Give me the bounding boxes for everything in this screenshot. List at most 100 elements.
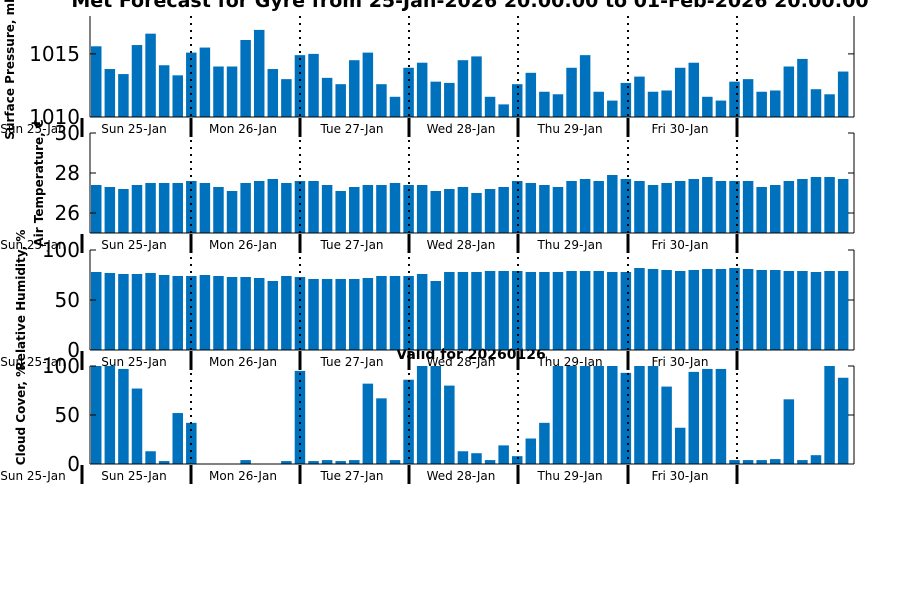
bar — [607, 272, 618, 350]
bar — [376, 84, 387, 117]
x-tick-label: Sun 25-Jan — [0, 122, 65, 136]
bar — [634, 268, 645, 350]
panel-subtitle: Valid for 20260126 — [396, 347, 545, 363]
bar — [91, 185, 102, 233]
x-tick-label: Sun 25-Jan — [101, 238, 166, 252]
bar — [118, 274, 129, 350]
bar — [729, 268, 740, 350]
bar — [362, 185, 374, 233]
bar — [566, 67, 577, 117]
bar — [213, 276, 224, 350]
y-tick-label: 100 — [42, 238, 80, 262]
bar — [498, 445, 509, 464]
bar — [104, 273, 116, 350]
bar — [376, 398, 387, 464]
bar — [702, 269, 713, 350]
bar — [837, 179, 849, 233]
bar — [484, 460, 496, 464]
bar — [199, 275, 211, 350]
bar — [797, 179, 808, 233]
bar — [335, 84, 346, 117]
bar — [416, 185, 428, 233]
bar — [403, 185, 414, 233]
x-tick-label: Tue 27-Jan — [319, 469, 383, 483]
x-tick-label: Wed 28-Jan — [427, 469, 496, 483]
bar — [444, 82, 455, 117]
x-tick-label: Thu 29-Jan — [536, 238, 602, 252]
bar — [674, 67, 686, 117]
bar — [267, 69, 279, 117]
bar — [267, 281, 279, 350]
bar — [620, 179, 632, 233]
bar — [186, 181, 197, 233]
bar — [335, 461, 346, 464]
bar — [253, 181, 265, 233]
bar — [186, 52, 197, 117]
bar — [240, 460, 251, 464]
x-tick-label: Tue 27-Jan — [319, 355, 383, 369]
bar — [104, 366, 116, 464]
bar — [321, 77, 333, 117]
bar — [444, 189, 455, 233]
bar — [511, 181, 523, 233]
x-tick-label: Mon 26-Jan — [209, 469, 277, 483]
bar — [647, 185, 659, 233]
bar — [525, 72, 537, 117]
y-axis-label: Air Temperature, C — [32, 119, 46, 247]
y-tick-label: 1015 — [29, 42, 80, 66]
y-tick-label: 26 — [55, 201, 80, 225]
bar — [416, 366, 428, 464]
y-tick-label: 50 — [55, 403, 80, 427]
bar — [471, 272, 482, 350]
bar — [552, 187, 564, 233]
bar — [226, 277, 238, 350]
bar — [552, 94, 564, 117]
bar — [674, 181, 686, 233]
x-tick-label: Sun 25-Jan — [101, 355, 166, 369]
bar — [376, 276, 387, 350]
bar — [240, 277, 251, 350]
bar — [158, 183, 170, 233]
bar — [294, 181, 306, 233]
bar — [281, 461, 292, 464]
bar — [253, 29, 265, 117]
x-tick-label: Mon 26-Jan — [209, 122, 277, 136]
bar — [783, 66, 795, 117]
bar — [158, 65, 170, 117]
bar — [634, 181, 645, 233]
bar — [607, 366, 618, 464]
bar — [647, 366, 659, 464]
bar — [824, 366, 835, 464]
bar — [172, 183, 183, 233]
bar — [742, 269, 754, 350]
bar — [91, 46, 102, 117]
bar — [770, 185, 781, 233]
bar — [172, 276, 183, 350]
chart-panel-1: 1010 1015 Sun 25-Jan Sun 25-Jan Mon 26-Jan Tu… — [0, 0, 855, 140]
bar — [810, 455, 822, 464]
bar — [158, 275, 170, 350]
bar — [498, 187, 509, 233]
bar — [566, 271, 577, 350]
bar — [349, 460, 360, 464]
bar — [837, 377, 849, 464]
bar — [308, 461, 319, 464]
bar — [199, 183, 211, 233]
bar — [593, 366, 604, 464]
x-tick-label: Mon 26-Jan — [209, 355, 277, 369]
x-tick-label: Sun 25-Jan — [101, 469, 166, 483]
bar — [783, 399, 795, 464]
bar — [444, 272, 455, 350]
x-tick-label: Tue 27-Jan — [319, 238, 383, 252]
x-tick-label: Fri 30-Jan — [652, 122, 709, 136]
bar — [783, 181, 795, 233]
bar — [797, 271, 808, 350]
bar — [620, 372, 632, 464]
y-tick-label: 100 — [42, 354, 80, 378]
bar — [389, 96, 401, 117]
bar — [756, 460, 767, 464]
bar — [471, 56, 482, 117]
bar — [661, 183, 672, 233]
bar — [539, 422, 550, 464]
